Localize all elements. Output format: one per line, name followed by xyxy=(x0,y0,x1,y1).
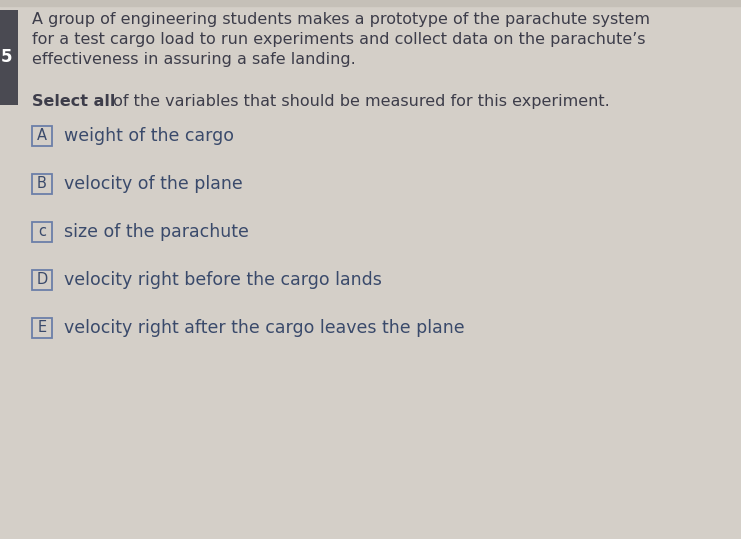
Text: for a test cargo load to run experiments and collect data on the parachute’s: for a test cargo load to run experiments… xyxy=(32,32,645,47)
Text: B: B xyxy=(37,176,47,191)
FancyBboxPatch shape xyxy=(32,174,52,194)
Text: velocity right after the cargo leaves the plane: velocity right after the cargo leaves th… xyxy=(64,319,465,337)
Text: size of the parachute: size of the parachute xyxy=(64,223,249,241)
Text: c: c xyxy=(38,225,46,239)
FancyBboxPatch shape xyxy=(32,270,52,290)
Text: E: E xyxy=(38,321,47,335)
FancyBboxPatch shape xyxy=(32,318,52,338)
Text: 5: 5 xyxy=(1,49,13,66)
Text: effectiveness in assuring a safe landing.: effectiveness in assuring a safe landing… xyxy=(32,52,356,67)
Text: D: D xyxy=(36,273,47,287)
Text: A group of engineering students makes a prototype of the parachute system: A group of engineering students makes a … xyxy=(32,12,650,27)
Text: velocity of the plane: velocity of the plane xyxy=(64,175,243,193)
Text: A: A xyxy=(37,128,47,143)
Text: Select all: Select all xyxy=(32,94,116,109)
Text: weight of the cargo: weight of the cargo xyxy=(64,127,234,145)
Text: velocity right before the cargo lands: velocity right before the cargo lands xyxy=(64,271,382,289)
Bar xyxy=(0,0,741,6)
Text: of the variables that should be measured for this experiment.: of the variables that should be measured… xyxy=(108,94,610,109)
FancyBboxPatch shape xyxy=(0,10,18,105)
FancyBboxPatch shape xyxy=(32,126,52,146)
FancyBboxPatch shape xyxy=(32,222,52,242)
